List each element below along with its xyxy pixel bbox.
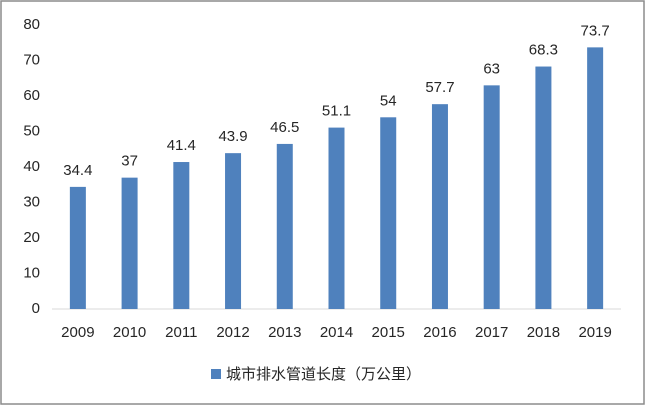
x-tick-label: 2015 xyxy=(372,324,405,341)
data-label: 68.3 xyxy=(529,42,558,59)
y-tick-label: 10 xyxy=(23,264,40,281)
x-tick-label: 2013 xyxy=(268,324,301,341)
x-tick-label: 2016 xyxy=(423,324,456,341)
data-label: 34.4 xyxy=(63,162,92,179)
y-tick-label: 20 xyxy=(23,229,40,246)
y-tick-label: 40 xyxy=(23,158,40,175)
x-tick-label: 2011 xyxy=(165,324,197,341)
legend-swatch xyxy=(211,369,221,379)
x-tick-label: 2019 xyxy=(578,324,611,341)
data-label: 46.5 xyxy=(270,119,299,136)
y-tick-label: 50 xyxy=(23,122,40,139)
bar xyxy=(276,143,293,309)
data-label: 73.7 xyxy=(581,22,610,39)
x-tick-label: 2009 xyxy=(61,324,94,341)
bar xyxy=(431,104,448,309)
bar xyxy=(535,66,552,309)
y-tick-label: 60 xyxy=(23,87,40,104)
x-tick-label: 2012 xyxy=(216,324,249,341)
data-label: 51.1 xyxy=(322,103,351,120)
data-label: 54 xyxy=(380,92,397,109)
bar xyxy=(69,186,86,309)
x-tick-label: 2010 xyxy=(113,324,146,341)
bar xyxy=(483,85,500,309)
bar xyxy=(225,153,242,309)
bar xyxy=(587,47,604,310)
data-label: 63 xyxy=(483,60,500,77)
data-label: 57.7 xyxy=(425,79,454,96)
x-tick-label: 2018 xyxy=(527,324,560,341)
bar xyxy=(380,117,397,309)
x-tick-label: 2014 xyxy=(320,324,353,341)
x-tick-label: 2017 xyxy=(475,324,508,341)
legend-label: 城市排水管道长度（万公里） xyxy=(226,366,421,383)
y-tick-label: 80 xyxy=(23,16,40,33)
bar xyxy=(328,127,345,309)
bar xyxy=(121,177,138,309)
y-tick-label: 30 xyxy=(23,193,40,210)
bar xyxy=(173,162,190,309)
y-tick-label: 0 xyxy=(32,300,40,317)
data-label: 43.9 xyxy=(218,128,247,145)
data-label: 41.4 xyxy=(167,137,196,154)
data-label: 37 xyxy=(121,153,138,170)
y-tick-label: 70 xyxy=(23,51,40,68)
